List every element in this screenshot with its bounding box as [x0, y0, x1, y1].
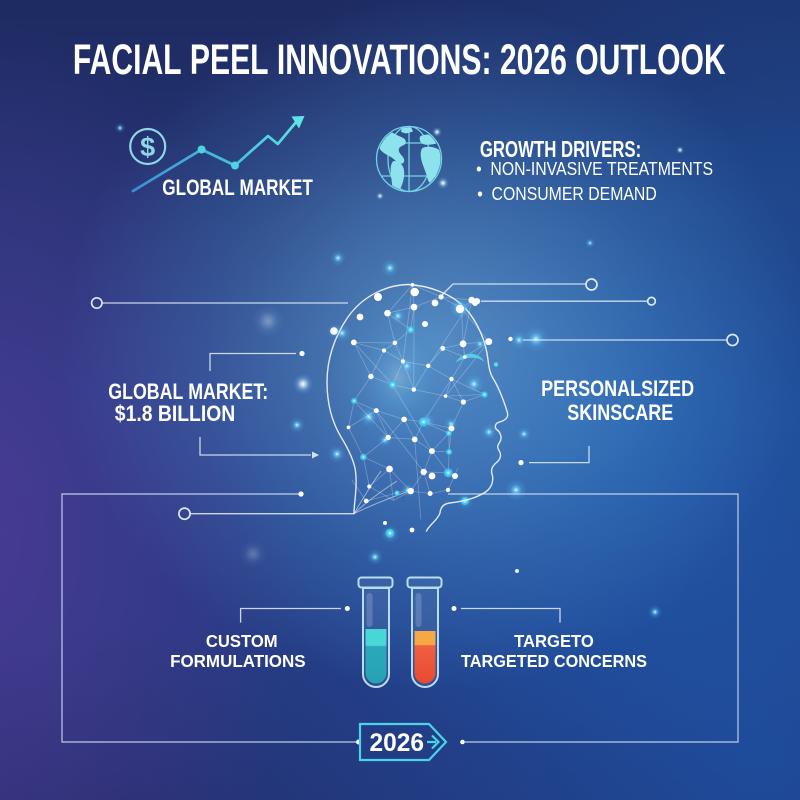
svg-text:$: $ — [140, 132, 155, 162]
